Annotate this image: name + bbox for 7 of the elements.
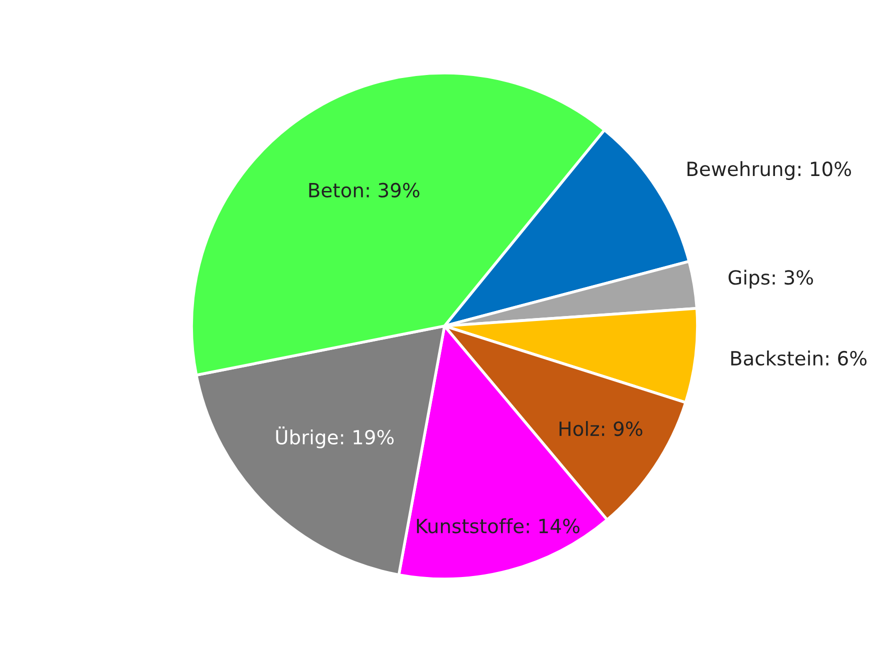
slice-label: Übrige: 19% <box>276 426 394 448</box>
slice-label: Kunststoffe: 14% <box>416 518 580 534</box>
slice-label: Backstein: 6% <box>731 350 867 366</box>
slice-label: Bewehrung: 10% <box>688 161 851 180</box>
slice-label: Gips: 3% <box>728 270 813 289</box>
slice-label: Beton: 39% <box>309 182 420 198</box>
slice-label: Holz: 9% <box>560 421 642 436</box>
